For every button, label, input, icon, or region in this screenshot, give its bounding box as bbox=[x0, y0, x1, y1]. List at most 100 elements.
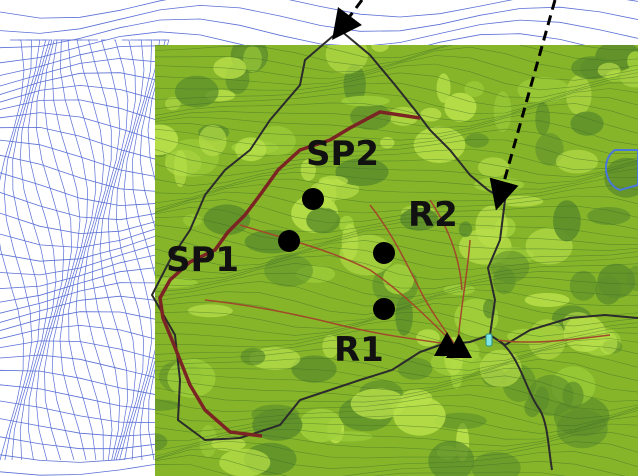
vegetation-patch bbox=[155, 433, 168, 451]
label-r2: R2 bbox=[408, 195, 458, 235]
stream-west bbox=[204, 299, 456, 346]
contour-line bbox=[155, 394, 638, 420]
vegetation-patch bbox=[562, 381, 584, 410]
stream-ne bbox=[429, 199, 463, 291]
contour-line bbox=[107, 39, 137, 461]
contour-line bbox=[0, 0, 638, 19]
vegetation-patch bbox=[627, 265, 638, 291]
contour-line bbox=[19, 39, 48, 461]
contour-line bbox=[155, 352, 638, 379]
contour-line bbox=[155, 95, 638, 123]
contour-line bbox=[155, 45, 638, 67]
vegetation-patch bbox=[300, 159, 316, 181]
contour-line bbox=[155, 72, 638, 99]
contour-line bbox=[155, 103, 638, 129]
contour-line bbox=[155, 404, 638, 427]
vegetation-patch bbox=[173, 150, 187, 187]
vegetation-patch bbox=[397, 357, 433, 380]
sampling-point-marker bbox=[373, 242, 395, 264]
vegetation-patch bbox=[325, 431, 373, 442]
lake-outline bbox=[605, 149, 638, 192]
contour-line bbox=[155, 410, 638, 434]
vegetation-patch bbox=[318, 175, 349, 187]
vegetation-patch bbox=[325, 45, 369, 74]
contour-line bbox=[155, 358, 638, 385]
vegetation-patch bbox=[566, 75, 592, 115]
vegetation-patch bbox=[203, 204, 251, 235]
vegetation-patch bbox=[306, 207, 340, 234]
contour-line bbox=[27, 39, 57, 461]
vegetation-patch bbox=[243, 45, 262, 73]
contour-line bbox=[0, 18, 638, 49]
vegetation-patch bbox=[479, 349, 522, 388]
contour-line bbox=[155, 148, 638, 171]
vegetation-patch bbox=[436, 73, 451, 103]
contour-line bbox=[99, 39, 129, 461]
vegetation-patch bbox=[240, 347, 266, 366]
vegetation-patch bbox=[597, 62, 621, 78]
gauge-marker-icon bbox=[485, 333, 493, 347]
sampling-point-marker bbox=[278, 230, 300, 252]
vegetation-patch bbox=[211, 436, 246, 451]
vegetation-patch bbox=[528, 319, 566, 360]
vegetation-patch bbox=[477, 157, 510, 178]
boundary-outlet bbox=[489, 313, 638, 347]
contour-line bbox=[35, 39, 65, 461]
contour-line bbox=[3, 39, 33, 461]
contour-line bbox=[0, 4, 638, 34]
vegetation-patch bbox=[493, 91, 512, 132]
outlet-triangles-icon bbox=[434, 332, 472, 358]
inside-contours bbox=[155, 45, 638, 476]
contour-line bbox=[155, 463, 567, 476]
contour-line bbox=[155, 448, 638, 469]
vegetation-patch bbox=[213, 56, 247, 79]
contour-line bbox=[155, 216, 638, 243]
vegetation-patch bbox=[464, 81, 485, 97]
contour-line bbox=[155, 233, 638, 260]
contour-line bbox=[155, 82, 638, 108]
contour-line bbox=[67, 39, 97, 461]
contour-line bbox=[43, 39, 72, 461]
triangle-icon bbox=[446, 334, 472, 358]
vegetation-patch bbox=[380, 137, 395, 149]
contour-line bbox=[155, 415, 638, 441]
vegetation-patch bbox=[534, 386, 550, 411]
contour-line bbox=[155, 111, 638, 135]
vegetation-patch bbox=[535, 133, 564, 166]
vegetation-patch bbox=[155, 124, 179, 156]
vegetation-patch bbox=[507, 328, 547, 344]
contour-line bbox=[155, 328, 638, 355]
vegetation-patch bbox=[569, 270, 598, 301]
vegetation-patch bbox=[341, 223, 359, 261]
contour-line bbox=[131, 39, 161, 461]
vegetation-patch bbox=[553, 200, 581, 242]
vegetation-raster bbox=[155, 45, 638, 476]
contour-line bbox=[51, 39, 81, 461]
contour-line bbox=[155, 344, 638, 371]
contour-line bbox=[123, 39, 153, 461]
watershed-boundary bbox=[150, 28, 507, 442]
label-sp2: SP2 bbox=[306, 134, 379, 174]
sampling-point-marker bbox=[373, 298, 395, 320]
contour-line bbox=[83, 39, 113, 461]
vegetation-patch bbox=[198, 125, 227, 156]
vegetation-patch bbox=[165, 96, 181, 111]
sampling-point-marker bbox=[302, 188, 324, 210]
vegetation-patch bbox=[420, 107, 442, 122]
vegetation-patch bbox=[187, 304, 233, 318]
contour-line bbox=[155, 45, 638, 59]
dashed-arrow-left bbox=[332, 0, 364, 40]
vegetation-patch bbox=[570, 111, 604, 136]
vegetation-patch bbox=[627, 51, 638, 71]
contour-line bbox=[155, 120, 638, 146]
contour-line bbox=[155, 46, 638, 73]
contour-line bbox=[75, 39, 105, 461]
vegetation-patch bbox=[595, 275, 622, 305]
contour-line bbox=[155, 191, 638, 214]
stream-out bbox=[497, 334, 611, 343]
contour-line bbox=[116, 39, 145, 461]
contour-line bbox=[155, 337, 638, 363]
vegetation-patch bbox=[458, 221, 473, 238]
contour-line bbox=[155, 168, 638, 195]
